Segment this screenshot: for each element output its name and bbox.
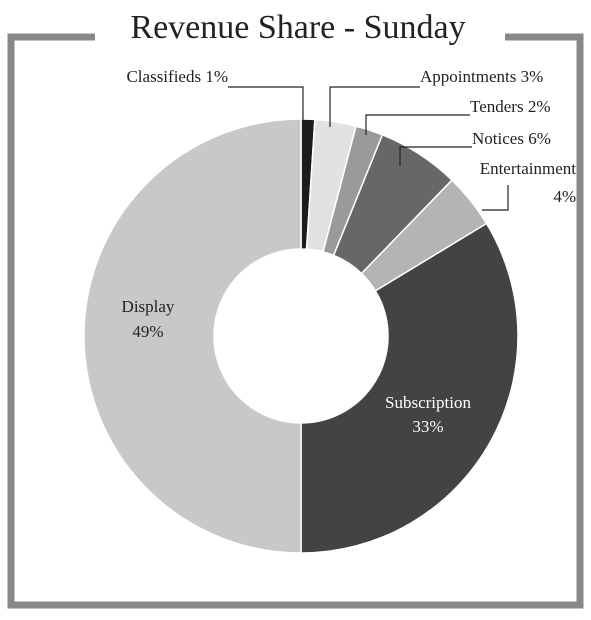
slice-label-group: Notices 6% bbox=[472, 129, 551, 148]
leader-line bbox=[329, 86, 420, 127]
donut-slice bbox=[83, 118, 302, 554]
slice-label-group: Appointments 3% bbox=[420, 67, 543, 86]
slice-value-label: 2% bbox=[528, 97, 551, 116]
slice-label: Display bbox=[122, 297, 175, 316]
slice-value-label: 49% bbox=[132, 322, 163, 341]
leader-line bbox=[228, 86, 304, 120]
leader-line bbox=[482, 185, 509, 211]
title-background bbox=[95, 8, 505, 54]
slice-label-group: Tenders 2% bbox=[470, 97, 551, 116]
slice-label: Subscription bbox=[385, 393, 471, 412]
slice-value-label: 6% bbox=[528, 129, 551, 148]
leader-line bbox=[365, 114, 470, 135]
donut-slice bbox=[300, 222, 519, 554]
slice-value-label: 4% bbox=[553, 187, 576, 206]
slice-value-label: 33% bbox=[412, 417, 443, 436]
slice-label: Entertainment bbox=[480, 159, 577, 178]
slice-value-label: 3% bbox=[521, 67, 544, 86]
slice-label: Notices bbox=[472, 129, 524, 148]
slice-label: Appointments bbox=[420, 67, 516, 86]
leader-line bbox=[399, 146, 472, 166]
slice-label: Tenders bbox=[470, 97, 524, 116]
slice-label-group: Classifieds 1% bbox=[126, 67, 228, 86]
slice-label: Classifieds bbox=[126, 67, 201, 86]
donut-hole bbox=[214, 249, 388, 423]
slice-value-label: 1% bbox=[205, 67, 228, 86]
chart-title: Revenue Share - Sunday bbox=[130, 9, 465, 46]
